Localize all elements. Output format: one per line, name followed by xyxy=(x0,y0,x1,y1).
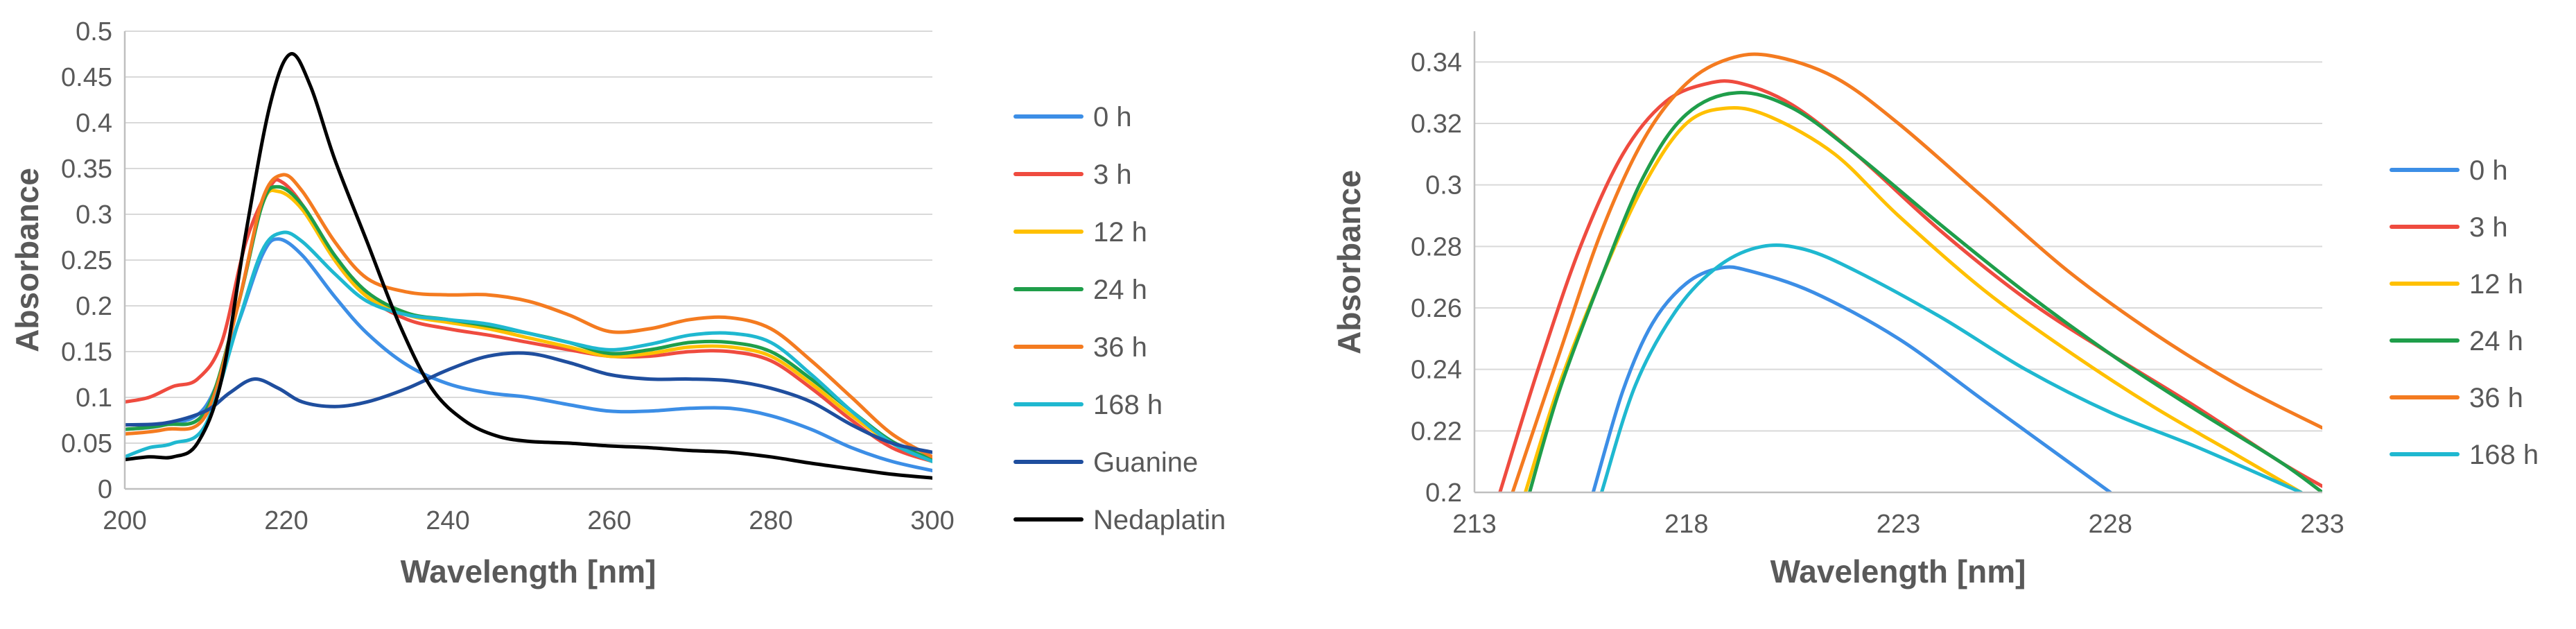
legend-label: 36 h xyxy=(2469,383,2523,413)
y-tick-label: 0.2 xyxy=(76,292,112,321)
legend-entry: 0 h xyxy=(1013,102,1132,132)
y-tick-label: 0.2 xyxy=(1425,479,1462,508)
y-axis-title: Absorbance xyxy=(9,168,45,352)
y-tick-label: 0.4 xyxy=(76,109,112,138)
axes: 0.2 0.22 0.24 0.26 0.28 0.3 0.32 0.34 213 218 223 2… xyxy=(1411,31,2344,539)
legend-label: 0 h xyxy=(1093,102,1132,132)
legend-entry: 36 h xyxy=(1013,332,1147,363)
legend-entry: 0 h xyxy=(2390,155,2508,186)
legend-entry: Nedaplatin xyxy=(1013,505,1226,535)
x-tick-label: 260 xyxy=(587,506,631,535)
legend: 0 h 3 h 12 h 24 h 36 h 168 h xyxy=(2390,155,2539,470)
y-tick-label: 0.3 xyxy=(76,200,112,230)
legend-label: Nedaplatin xyxy=(1093,505,1226,535)
y-tick-label: 0.28 xyxy=(1411,232,1462,261)
series-line-36-h xyxy=(1511,52,2322,492)
x-tick-label: 300 xyxy=(910,506,954,535)
legend-label: 0 h xyxy=(2469,155,2508,186)
y-tick-label: 0.05 xyxy=(61,429,112,458)
x-tick-label: 220 xyxy=(264,506,308,535)
series-line-24-h xyxy=(1528,91,2322,492)
legend-entry: 36 h xyxy=(2390,383,2523,413)
legend-label: 24 h xyxy=(2469,326,2523,356)
legend-entry: 3 h xyxy=(2390,212,2508,243)
y-tick-label: 0.3 xyxy=(1425,171,1462,200)
y-tick-label: 0.1 xyxy=(76,384,112,413)
legend-entry: 24 h xyxy=(2390,326,2523,356)
series-line-36-h xyxy=(125,173,932,459)
y-tick-label: 0.24 xyxy=(1411,356,1462,385)
y-axis-title: Absorbance xyxy=(1331,170,1367,354)
legend-entry: 168 h xyxy=(2390,440,2539,470)
legend-label: 12 h xyxy=(2469,269,2523,300)
legend-label: Guanine xyxy=(1093,447,1198,478)
legend-label: 3 h xyxy=(1093,160,1132,190)
y-tick-label: 0.32 xyxy=(1411,110,1462,139)
series-lines xyxy=(125,52,932,480)
legend-label: 168 h xyxy=(1093,390,1163,420)
y-tick-label: 0.35 xyxy=(61,155,112,184)
series-lines xyxy=(1498,52,2322,492)
x-tick-label: 200 xyxy=(103,506,146,535)
series-line-0-h xyxy=(1591,265,2112,492)
series-line-guanine xyxy=(125,351,932,454)
x-tick-label: 233 xyxy=(2300,510,2344,539)
legend-label: 12 h xyxy=(1093,217,1147,248)
x-tick-label: 280 xyxy=(749,506,792,535)
series-line-168-h xyxy=(125,230,932,463)
y-tick-label: 0.25 xyxy=(61,246,112,275)
chart-left: 0 0.05 0.1 0.15 0.2 0.25 0.3 0.35 0.4 0.45 0.5 200 2… xyxy=(9,17,1226,589)
y-tick-label: 0.45 xyxy=(61,63,112,92)
axes: 0 0.05 0.1 0.15 0.2 0.25 0.3 0.35 0.4 0.45 0.5 200 2… xyxy=(61,17,955,535)
legend-label: 24 h xyxy=(1093,275,1147,305)
series-line-nedaplatin xyxy=(125,52,932,480)
series-line-168-h xyxy=(1599,243,2303,492)
y-tick-label: 0 xyxy=(98,475,112,504)
legend-label: 168 h xyxy=(2469,440,2539,470)
grid-lines xyxy=(1474,61,2322,432)
legend: 0 h 3 h 12 h 24 h 36 h 168 h Guanine Nedaplatin xyxy=(1013,102,1226,535)
legend-entry: 12 h xyxy=(1013,217,1147,248)
series-line-3-h xyxy=(125,178,932,463)
legend-entry: Guanine xyxy=(1013,447,1198,478)
chart-right: 0.2 0.22 0.24 0.26 0.28 0.3 0.32 0.34 213 218 223 2… xyxy=(1331,31,2539,589)
legend-label: 36 h xyxy=(1093,332,1147,363)
x-tick-label: 223 xyxy=(1877,510,1920,539)
legend-entry: 12 h xyxy=(2390,269,2523,300)
y-tick-label: 0.5 xyxy=(76,17,112,46)
x-axis-title: Wavelength [nm] xyxy=(1770,553,2026,589)
x-tick-label: 213 xyxy=(1452,510,1496,539)
y-tick-label: 0.22 xyxy=(1411,417,1462,446)
y-tick-label: 0.34 xyxy=(1411,48,1462,77)
x-tick-label: 240 xyxy=(426,506,469,535)
legend-label: 3 h xyxy=(2469,212,2508,243)
legend-entry: 24 h xyxy=(1013,275,1147,305)
x-tick-label: 228 xyxy=(2089,510,2132,539)
y-tick-label: 0.15 xyxy=(61,338,112,367)
legend-entry: 3 h xyxy=(1013,160,1132,190)
legend-entry: 168 h xyxy=(1013,390,1163,420)
x-tick-label: 218 xyxy=(1664,510,1708,539)
x-axis-title: Wavelength [nm] xyxy=(401,553,656,589)
y-tick-label: 0.26 xyxy=(1411,294,1462,323)
